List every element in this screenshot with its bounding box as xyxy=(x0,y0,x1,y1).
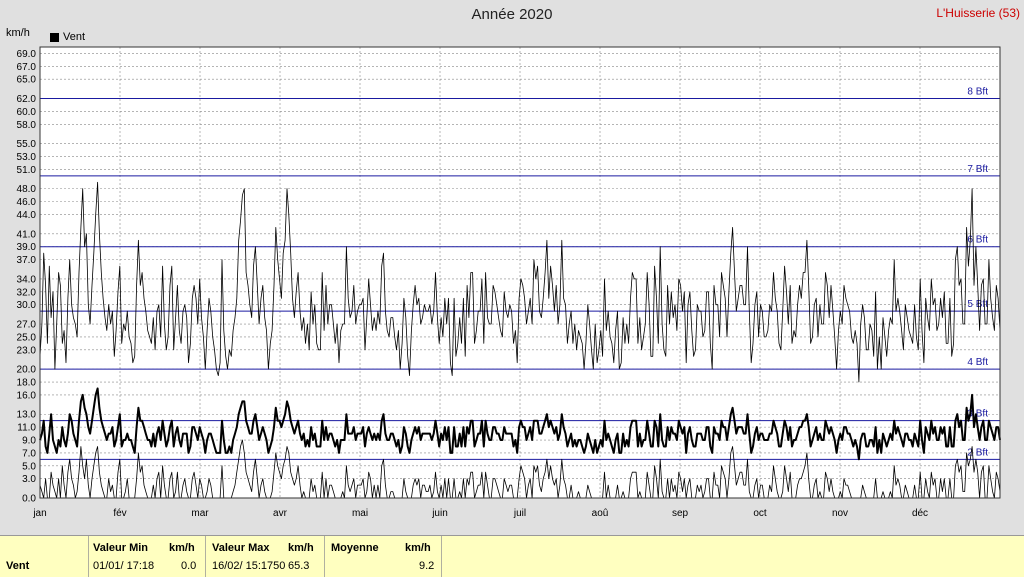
y-tick-label: 25.0 xyxy=(17,332,37,343)
stats-min-date: 01/01/ 17:18 xyxy=(93,560,155,572)
y-tick-label: 69.0 xyxy=(17,49,37,60)
x-tick-label: juin xyxy=(431,508,448,519)
series-line-min xyxy=(39,439,1001,499)
y-tick-label: 18.0 xyxy=(17,378,37,389)
y-tick-label: 46.0 xyxy=(17,197,37,208)
stats-bar: Vent Valeur Min km/h 01/01/ 17:18 0.0 Va… xyxy=(0,535,1024,577)
stats-min-value: 0.0 xyxy=(181,560,197,572)
stats-min-cell: Valeur Min km/h 01/01/ 17:18 0.0 xyxy=(89,536,206,577)
y-tick-label: 51.0 xyxy=(17,165,37,176)
y-tick-label: 44.0 xyxy=(17,210,37,221)
stats-min-unit: km/h xyxy=(169,542,195,554)
series-line-max xyxy=(39,181,1001,383)
y-tick-label: 0.0 xyxy=(22,494,36,505)
y-tick-label: 41.0 xyxy=(17,229,37,240)
y-tick-label: 65.0 xyxy=(17,75,37,86)
x-tick-label: aoû xyxy=(592,508,609,519)
x-tick-label: mar xyxy=(191,508,209,519)
stats-avg-value: 9.2 xyxy=(419,560,435,572)
beaufort-label: 7 Bft xyxy=(967,164,988,175)
y-tick-label: 34.0 xyxy=(17,274,37,285)
y-tick-label: 55.0 xyxy=(17,139,37,150)
x-tick-label: jan xyxy=(32,508,46,519)
stats-min-header: Valeur Min xyxy=(93,542,149,554)
beaufort-label: 8 Bft xyxy=(967,87,988,98)
stats-avg-header: Moyenne xyxy=(331,542,379,554)
y-tick-label: 32.0 xyxy=(17,287,37,298)
y-tick-label: 27.0 xyxy=(17,320,37,331)
stats-max-cell: Valeur Max km/h 16/02/ 15:1750 65.3 xyxy=(206,536,325,577)
beaufort-label: 3 Bft xyxy=(967,409,988,420)
stats-max-unit: km/h xyxy=(288,542,314,554)
y-tick-label: 11.0 xyxy=(17,423,36,434)
y-tick-label: 30.0 xyxy=(17,300,37,311)
y-tick-label: 37.0 xyxy=(17,255,37,266)
chart-area: Année 2020 L'Huisserie (53) km/h Vent 0.… xyxy=(0,0,1024,535)
stats-avg-cell: Moyenne km/h 9.2 xyxy=(325,536,442,577)
y-tick-label: 3.0 xyxy=(22,474,36,485)
y-tick-label: 16.0 xyxy=(17,390,37,401)
beaufort-label: 6 Bft xyxy=(967,235,988,246)
y-tick-label: 48.0 xyxy=(17,184,37,195)
y-tick-label: 7.0 xyxy=(22,448,36,459)
stats-max-value: 65.3 xyxy=(288,560,310,572)
beaufort-label: 5 Bft xyxy=(967,299,988,310)
y-tick-label: 5.0 xyxy=(22,461,36,472)
x-tick-label: juil xyxy=(513,508,526,519)
series-line-avg xyxy=(39,387,1001,461)
beaufort-label: 2 Bft xyxy=(967,447,988,458)
x-tick-label: déc xyxy=(912,508,928,519)
y-axis-unit: km/h xyxy=(6,27,30,39)
stats-row-label-cell: Vent xyxy=(0,536,89,577)
station-name: L'Huisserie (53) xyxy=(936,6,1020,20)
stats-max-header: Valeur Max xyxy=(212,542,270,554)
y-tick-label: 60.0 xyxy=(17,107,37,118)
y-tick-label: 58.0 xyxy=(17,120,37,131)
y-tick-label: 67.0 xyxy=(17,62,37,73)
x-tick-label: fév xyxy=(113,508,126,519)
legend-swatch xyxy=(50,32,59,42)
y-tick-label: 53.0 xyxy=(17,152,37,163)
y-tick-label: 23.0 xyxy=(17,345,37,356)
y-tick-label: 9.0 xyxy=(22,436,36,447)
x-tick-label: nov xyxy=(832,508,848,519)
legend: Vent xyxy=(50,31,85,43)
plot-frame xyxy=(39,46,1001,499)
x-tick-label: sep xyxy=(672,508,689,519)
x-tick-label: oct xyxy=(753,508,767,519)
beaufort-label: 4 Bft xyxy=(967,357,988,368)
stats-max-date: 16/02/ 15:1750 xyxy=(212,560,286,572)
stats-avg-unit: km/h xyxy=(405,542,431,554)
wind-chart: 0.0 3.0 5.0 7.09.0 11.0 13.0 16.018.0 20.0 23.0 2… xyxy=(17,46,1001,519)
y-tick-label: 13.0 xyxy=(17,410,37,421)
y-tick-label: 39.0 xyxy=(17,242,37,253)
y-tick-label: 20.0 xyxy=(17,365,37,376)
legend-label: Vent xyxy=(63,31,86,43)
y-tick-label: 62.0 xyxy=(17,94,37,105)
chart-title: Année 2020 xyxy=(471,6,553,23)
x-tick-label: avr xyxy=(273,508,288,519)
x-tick-label: mai xyxy=(352,508,368,519)
stats-row-label: Vent xyxy=(6,560,30,572)
